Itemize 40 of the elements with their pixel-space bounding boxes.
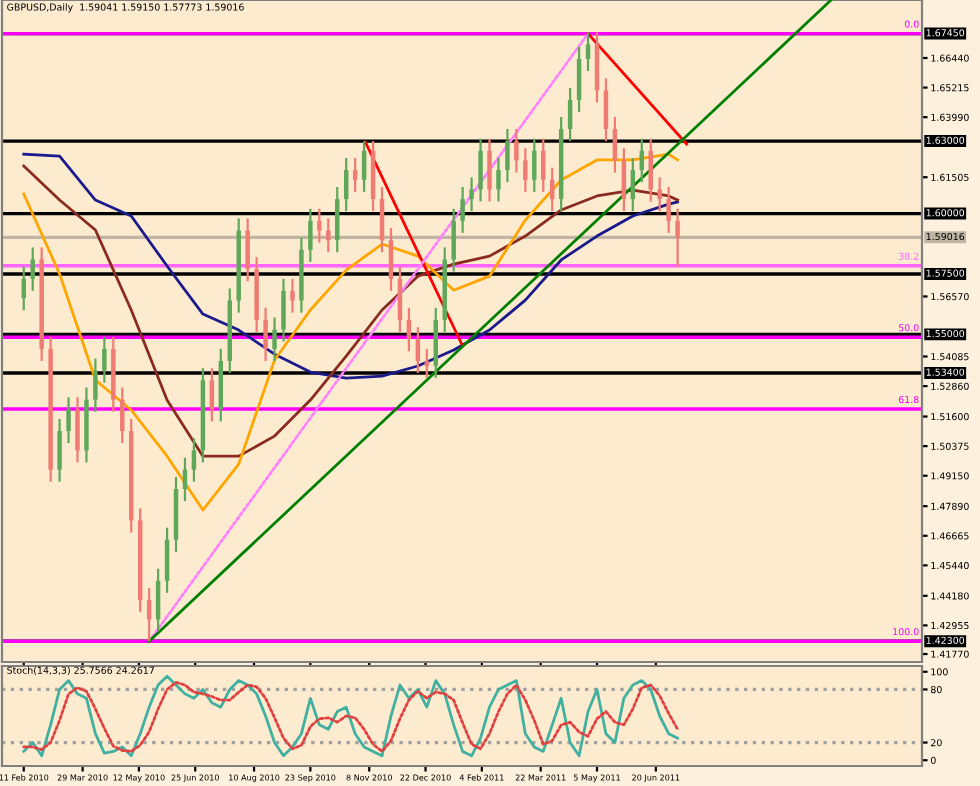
candlestick (308, 207, 313, 264)
candlestick (120, 386, 125, 445)
candlestick (75, 396, 80, 464)
candlestick (657, 176, 662, 213)
candlestick (388, 226, 394, 292)
candlestick (478, 137, 483, 203)
candlestick (93, 357, 98, 413)
candlestick (675, 207, 680, 268)
candlestick (191, 437, 197, 483)
candlestick (523, 147, 528, 193)
line-series (22, 152, 679, 380)
candlestick (30, 246, 35, 292)
line-series (22, 164, 679, 458)
candlestick (460, 185, 465, 235)
candlestick (66, 396, 71, 445)
candlestick (317, 207, 322, 244)
candlestick (451, 207, 456, 273)
candlestick (102, 335, 107, 384)
candlestick (532, 137, 537, 193)
candlestick (281, 277, 286, 343)
candlestick (621, 147, 627, 213)
candlestick (648, 137, 653, 203)
candlestick (290, 277, 295, 314)
candlestick (424, 347, 430, 379)
candlestick (326, 217, 331, 254)
candlestick (57, 417, 62, 483)
line-series (22, 152, 679, 512)
candlestick (415, 326, 421, 375)
candlestick (272, 316, 277, 363)
candlestick (514, 127, 519, 174)
candlestick (496, 156, 501, 203)
candlestick (245, 217, 250, 283)
candlestick (263, 306, 268, 363)
candlestick (666, 185, 671, 235)
candlestick (585, 31, 591, 73)
candlestick (352, 156, 358, 193)
candlestick (505, 127, 510, 184)
candlestick (603, 77, 609, 143)
candlestick (487, 137, 492, 203)
candlestick (469, 176, 474, 213)
